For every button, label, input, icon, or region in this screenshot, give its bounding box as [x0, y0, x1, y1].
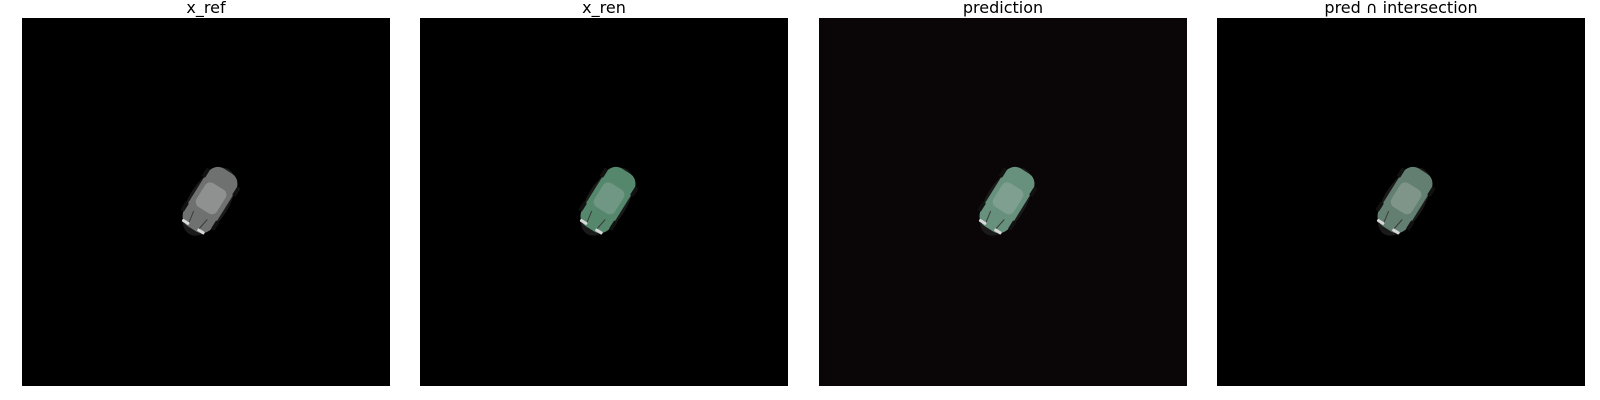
- car-render-svg: [22, 18, 390, 386]
- panel-title: x_ren: [582, 0, 626, 17]
- car-silhouette: [180, 166, 241, 236]
- panel-title: prediction: [962, 0, 1044, 17]
- panel-x-ren: x_ren: [420, 0, 788, 386]
- panel-prediction: prediction: [819, 0, 1187, 386]
- car-render-svg: [1217, 18, 1585, 386]
- car-image: [1217, 18, 1585, 386]
- panel-title: pred ∩ intersection: [1324, 0, 1478, 17]
- car-silhouette: [977, 166, 1038, 236]
- car-render-svg: [819, 18, 1187, 386]
- car-image: [819, 18, 1187, 386]
- car-silhouette: [1375, 166, 1436, 236]
- car-image: [420, 18, 788, 386]
- panel-title: x_ref: [186, 0, 226, 17]
- car-silhouette: [578, 166, 639, 236]
- car-render-svg: [420, 18, 788, 386]
- panel-pred-intersection: pred ∩ intersection: [1217, 0, 1585, 386]
- panel-x-ref: x_ref: [22, 0, 390, 386]
- car-image: [22, 18, 390, 386]
